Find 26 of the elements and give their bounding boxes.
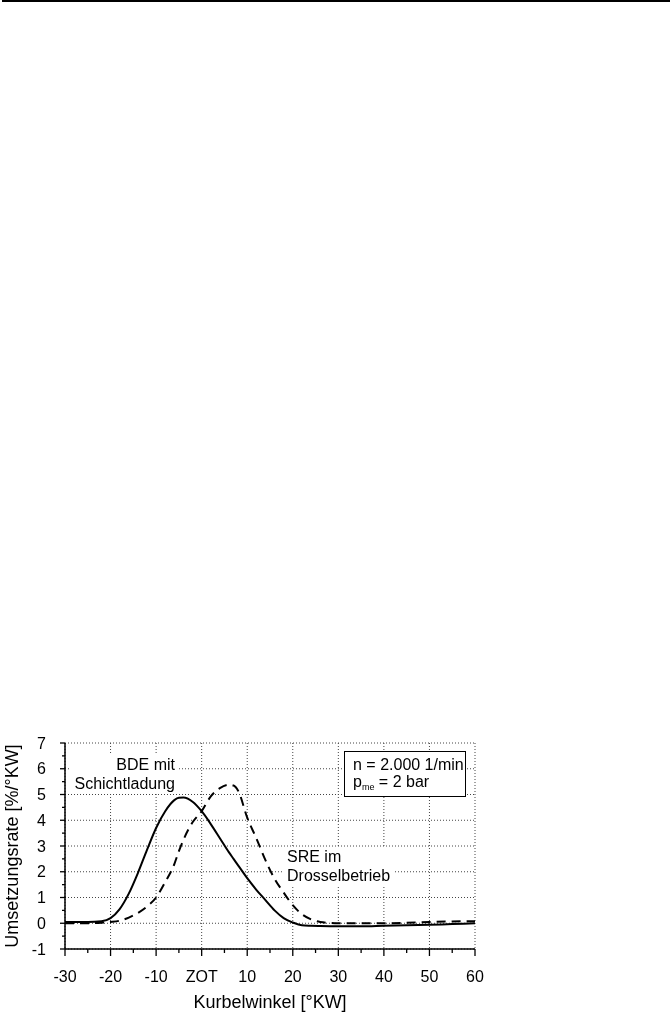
- x-tick-label: 60: [466, 968, 484, 985]
- series-label: SRE im Drosselbetrieb: [284, 847, 394, 886]
- series-label: BDE mit Schichtladung: [71, 755, 178, 794]
- annotation: p$_{me}$ = 2 bar: [353, 773, 431, 792]
- x-tick-label: 10: [238, 968, 257, 985]
- y-tick-label: 7: [37, 734, 47, 752]
- note-frame: n = 2.000 1/min p$_{me}$ = 2 bar: [344, 751, 466, 797]
- y-tick-label: 4: [37, 811, 47, 829]
- x-tick-label: -10: [144, 968, 168, 985]
- x-axis-title: Kurbelwinkel [°KW]: [193, 991, 347, 1013]
- y-axis-title: Umsetzungsrate [%/°KW]: [1, 744, 23, 948]
- x-tick-label: -20: [98, 968, 123, 985]
- y-tick-label: 3: [37, 837, 47, 855]
- y-tick-label: 6: [37, 760, 47, 778]
- x-tick-label: 50: [420, 968, 439, 985]
- x-tick-label: 30: [329, 968, 348, 985]
- y-tick-label: 2: [37, 863, 47, 881]
- y-tick-label: 1: [37, 889, 47, 907]
- y-tick-label: 5: [37, 786, 47, 804]
- x-tick-label: -30: [53, 968, 77, 985]
- y-tick-label: -1: [31, 940, 47, 958]
- y-tick-label: 0: [37, 914, 47, 932]
- x-tick-label: ZOT: [185, 968, 218, 985]
- annotation: n = 2.000 1/min: [353, 756, 465, 773]
- x-tick-label: 20: [283, 968, 302, 985]
- x-tick-label: 40: [374, 968, 393, 985]
